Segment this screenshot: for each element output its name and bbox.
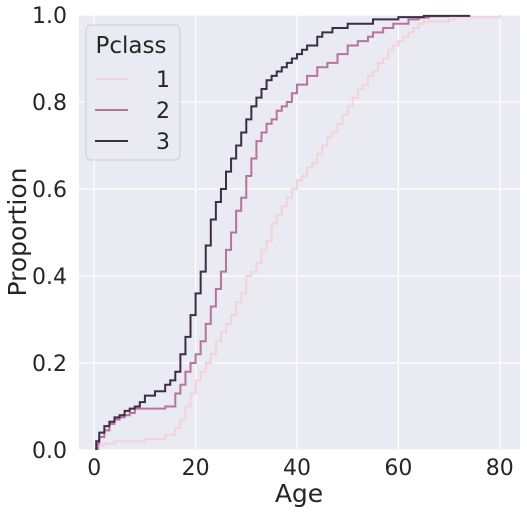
- y-tick-label: 0.6: [32, 178, 67, 203]
- y-tick-label: 1.0: [32, 4, 67, 29]
- y-tick-label: 0.4: [32, 265, 67, 290]
- x-tick-label: 20: [182, 456, 210, 481]
- series-2-line: [96, 15, 451, 450]
- legend-title: Pclass: [96, 33, 167, 59]
- y-tick-label: 0.2: [32, 352, 67, 377]
- legend-box: [85, 24, 181, 161]
- x-tick-label: 40: [283, 456, 311, 481]
- x-tick-label: 60: [384, 456, 412, 481]
- legend-label-2: 2: [156, 99, 170, 124]
- x-tick-label: 80: [486, 456, 514, 481]
- y-tick-label: 0.0: [32, 439, 67, 464]
- y-tick-label: 0.8: [32, 91, 67, 116]
- x-tick-label: 0: [87, 456, 101, 481]
- legend-label-3: 3: [156, 130, 170, 155]
- tick-labels: 0 20 40 60 80 0.0 0.2 0.4 0.6 0.8 1.0: [32, 4, 514, 481]
- series-1-line: [97, 15, 501, 450]
- legend-label-1: 1: [156, 68, 170, 93]
- series-3-line: [95, 14, 471, 450]
- x-axis-title: Age: [275, 479, 323, 508]
- legend: Pclass 1 2 3: [85, 24, 181, 161]
- y-axis-title: Proportion: [3, 168, 32, 297]
- series-layer: [95, 14, 501, 450]
